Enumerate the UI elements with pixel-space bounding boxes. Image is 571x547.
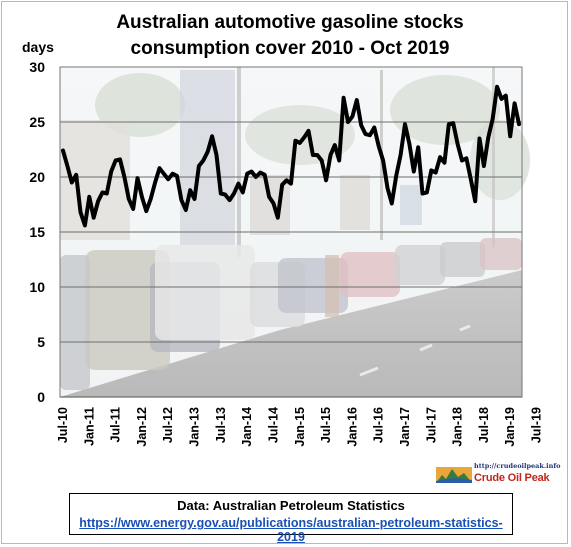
x-tick-label: Jul-16 [372,407,386,443]
y-tick-label: 10 [29,279,45,295]
y-tick-labels: 0 5 10 15 20 25 30 [29,59,45,405]
x-tick-label: Jan-12 [135,407,149,447]
logo-url: http://crudeoilpeak.info [474,462,561,470]
x-tick-label: Jul-13 [214,407,228,443]
x-tick-label: Jan-16 [345,407,359,447]
x-tick-label: Jan-14 [240,407,254,447]
x-tick-label: Jan-13 [188,407,202,447]
plot-border [59,66,523,398]
chart-title: Australian automotive gasoline stocks co… [60,10,520,62]
source-label: Data: Australian Petroleum Statistics [177,498,405,513]
source-link[interactable]: https://www.energy.gov.au/publications/a… [79,516,503,544]
x-tick-label: Jan-18 [451,407,465,447]
x-tick-label: Jan-17 [398,407,412,447]
x-tick-label: Jul-15 [319,407,333,443]
x-tick-label: Jan-19 [503,407,517,447]
chart-title-line-1: Australian automotive gasoline stocks [116,12,464,33]
x-tick-label: Jan-15 [293,407,307,447]
x-tick-label: Jul-11 [109,407,123,442]
y-tick-label: 30 [29,59,45,75]
x-tick-label: Jan-11 [82,407,96,446]
x-tick-label: Jul-18 [477,407,491,443]
source-box: Data: Australian Petroleum Statistics ht… [69,493,513,544]
y-axis-label: days [22,39,54,55]
x-tick-label: Jul-14 [266,407,280,443]
x-tick-label: Jul-17 [424,407,438,443]
chart-title-line-2: consumption cover 2010 - Oct 2019 [130,38,450,59]
y-tick-label: 25 [29,114,45,130]
x-tick-label: Jul-12 [161,407,175,443]
x-tick-label: Jul-10 [56,407,70,443]
x-tick-labels: Jul-10 Jan-11 Jul-11 Jan-12 Jul-12 Jan-13 Jul-… [56,407,544,447]
y-tick-label: 0 [37,389,45,405]
y-tick-label: 20 [29,169,45,185]
series-line [61,84,521,228]
x-tick-label: Jul-19 [530,407,544,443]
logo-name: Crude Oil Peak [474,472,550,484]
y-tick-label: 15 [29,224,45,240]
series-layer [61,84,521,228]
y-tick-label: 5 [37,334,45,350]
crude-oil-peak-logo-icon [436,467,472,483]
